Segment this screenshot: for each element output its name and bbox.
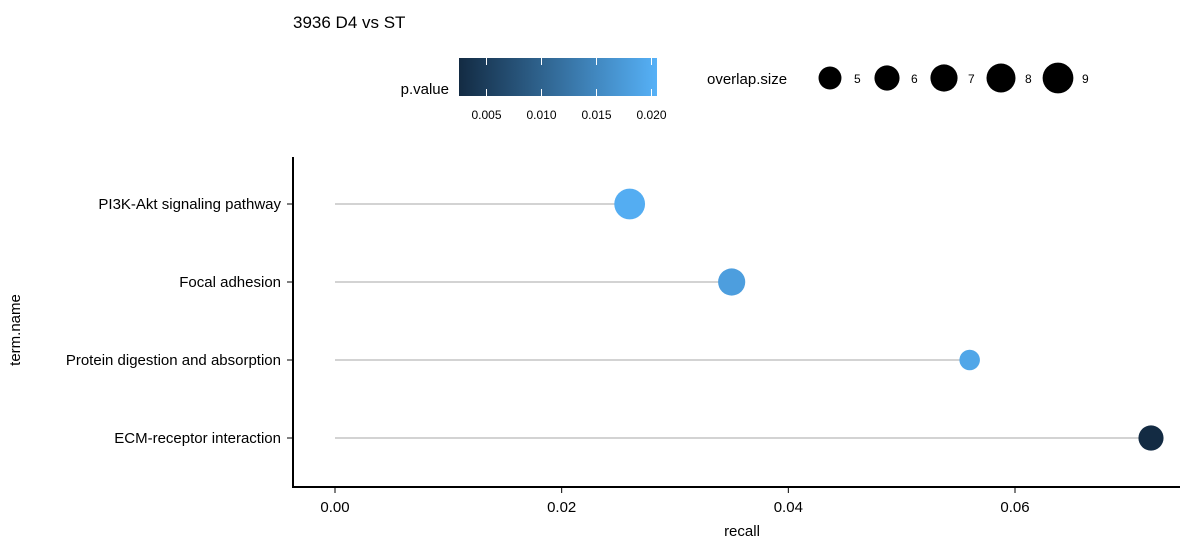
lollipop-point bbox=[959, 349, 980, 371]
size-legend-label: 9 bbox=[1082, 72, 1089, 86]
size-legend-keys: 5 6 7 8 9 bbox=[818, 62, 1089, 94]
x-tick-label: 0.00 bbox=[320, 499, 349, 516]
color-legend-bar bbox=[459, 58, 657, 96]
size-legend: overlap.size 5 6 7 8 9 bbox=[707, 62, 1089, 94]
size-legend-label: 7 bbox=[968, 72, 975, 86]
y-tick-label: Focal adhesion bbox=[179, 274, 281, 291]
lollipop-point bbox=[718, 268, 746, 296]
plot-panel: PI3K-Akt signaling pathway Focal adhesion… bbox=[66, 157, 1180, 516]
y-tick-label: Protein digestion and absorption bbox=[66, 352, 281, 369]
y-tick-label: ECM-receptor interaction bbox=[114, 430, 281, 447]
y-axis-label: term.name bbox=[7, 294, 24, 366]
size-legend-title: overlap.size bbox=[707, 71, 787, 88]
size-legend-label: 5 bbox=[854, 72, 861, 86]
color-legend: p.value 0.005 0.010 0.015 0.020 bbox=[401, 58, 667, 122]
y-tick-label: PI3K-Akt signaling pathway bbox=[98, 196, 281, 213]
lollipop-point bbox=[1138, 425, 1164, 451]
lollipop-point bbox=[614, 188, 646, 220]
size-legend-label: 6 bbox=[911, 72, 918, 86]
x-tick-label: 0.04 bbox=[774, 499, 803, 516]
color-legend-tick-label: 0.015 bbox=[581, 108, 611, 122]
color-legend-tick-label: 0.020 bbox=[636, 108, 666, 122]
size-legend-key bbox=[930, 64, 958, 92]
segments bbox=[335, 203, 1151, 439]
color-legend-tick-label: 0.010 bbox=[526, 108, 556, 122]
x-tick-label: 0.06 bbox=[1000, 499, 1029, 516]
x-axis-label: recall bbox=[724, 523, 760, 540]
points bbox=[614, 188, 1164, 451]
color-legend-tick-label: 0.005 bbox=[471, 108, 501, 122]
color-legend-ticks: 0.005 0.010 0.015 0.020 bbox=[471, 58, 667, 122]
size-legend-key bbox=[986, 63, 1016, 93]
size-legend-label: 8 bbox=[1025, 72, 1032, 86]
size-legend-key bbox=[1042, 62, 1074, 94]
y-ticks: PI3K-Akt signaling pathway Focal adhesion… bbox=[66, 196, 293, 447]
size-legend-key bbox=[874, 65, 900, 91]
color-legend-title: p.value bbox=[401, 81, 449, 98]
x-tick-label: 0.02 bbox=[547, 499, 576, 516]
x-ticks: 0.00 0.02 0.04 0.06 bbox=[320, 487, 1030, 516]
size-legend-key bbox=[818, 66, 842, 90]
chart-title: 3936 D4 vs ST bbox=[293, 13, 405, 32]
